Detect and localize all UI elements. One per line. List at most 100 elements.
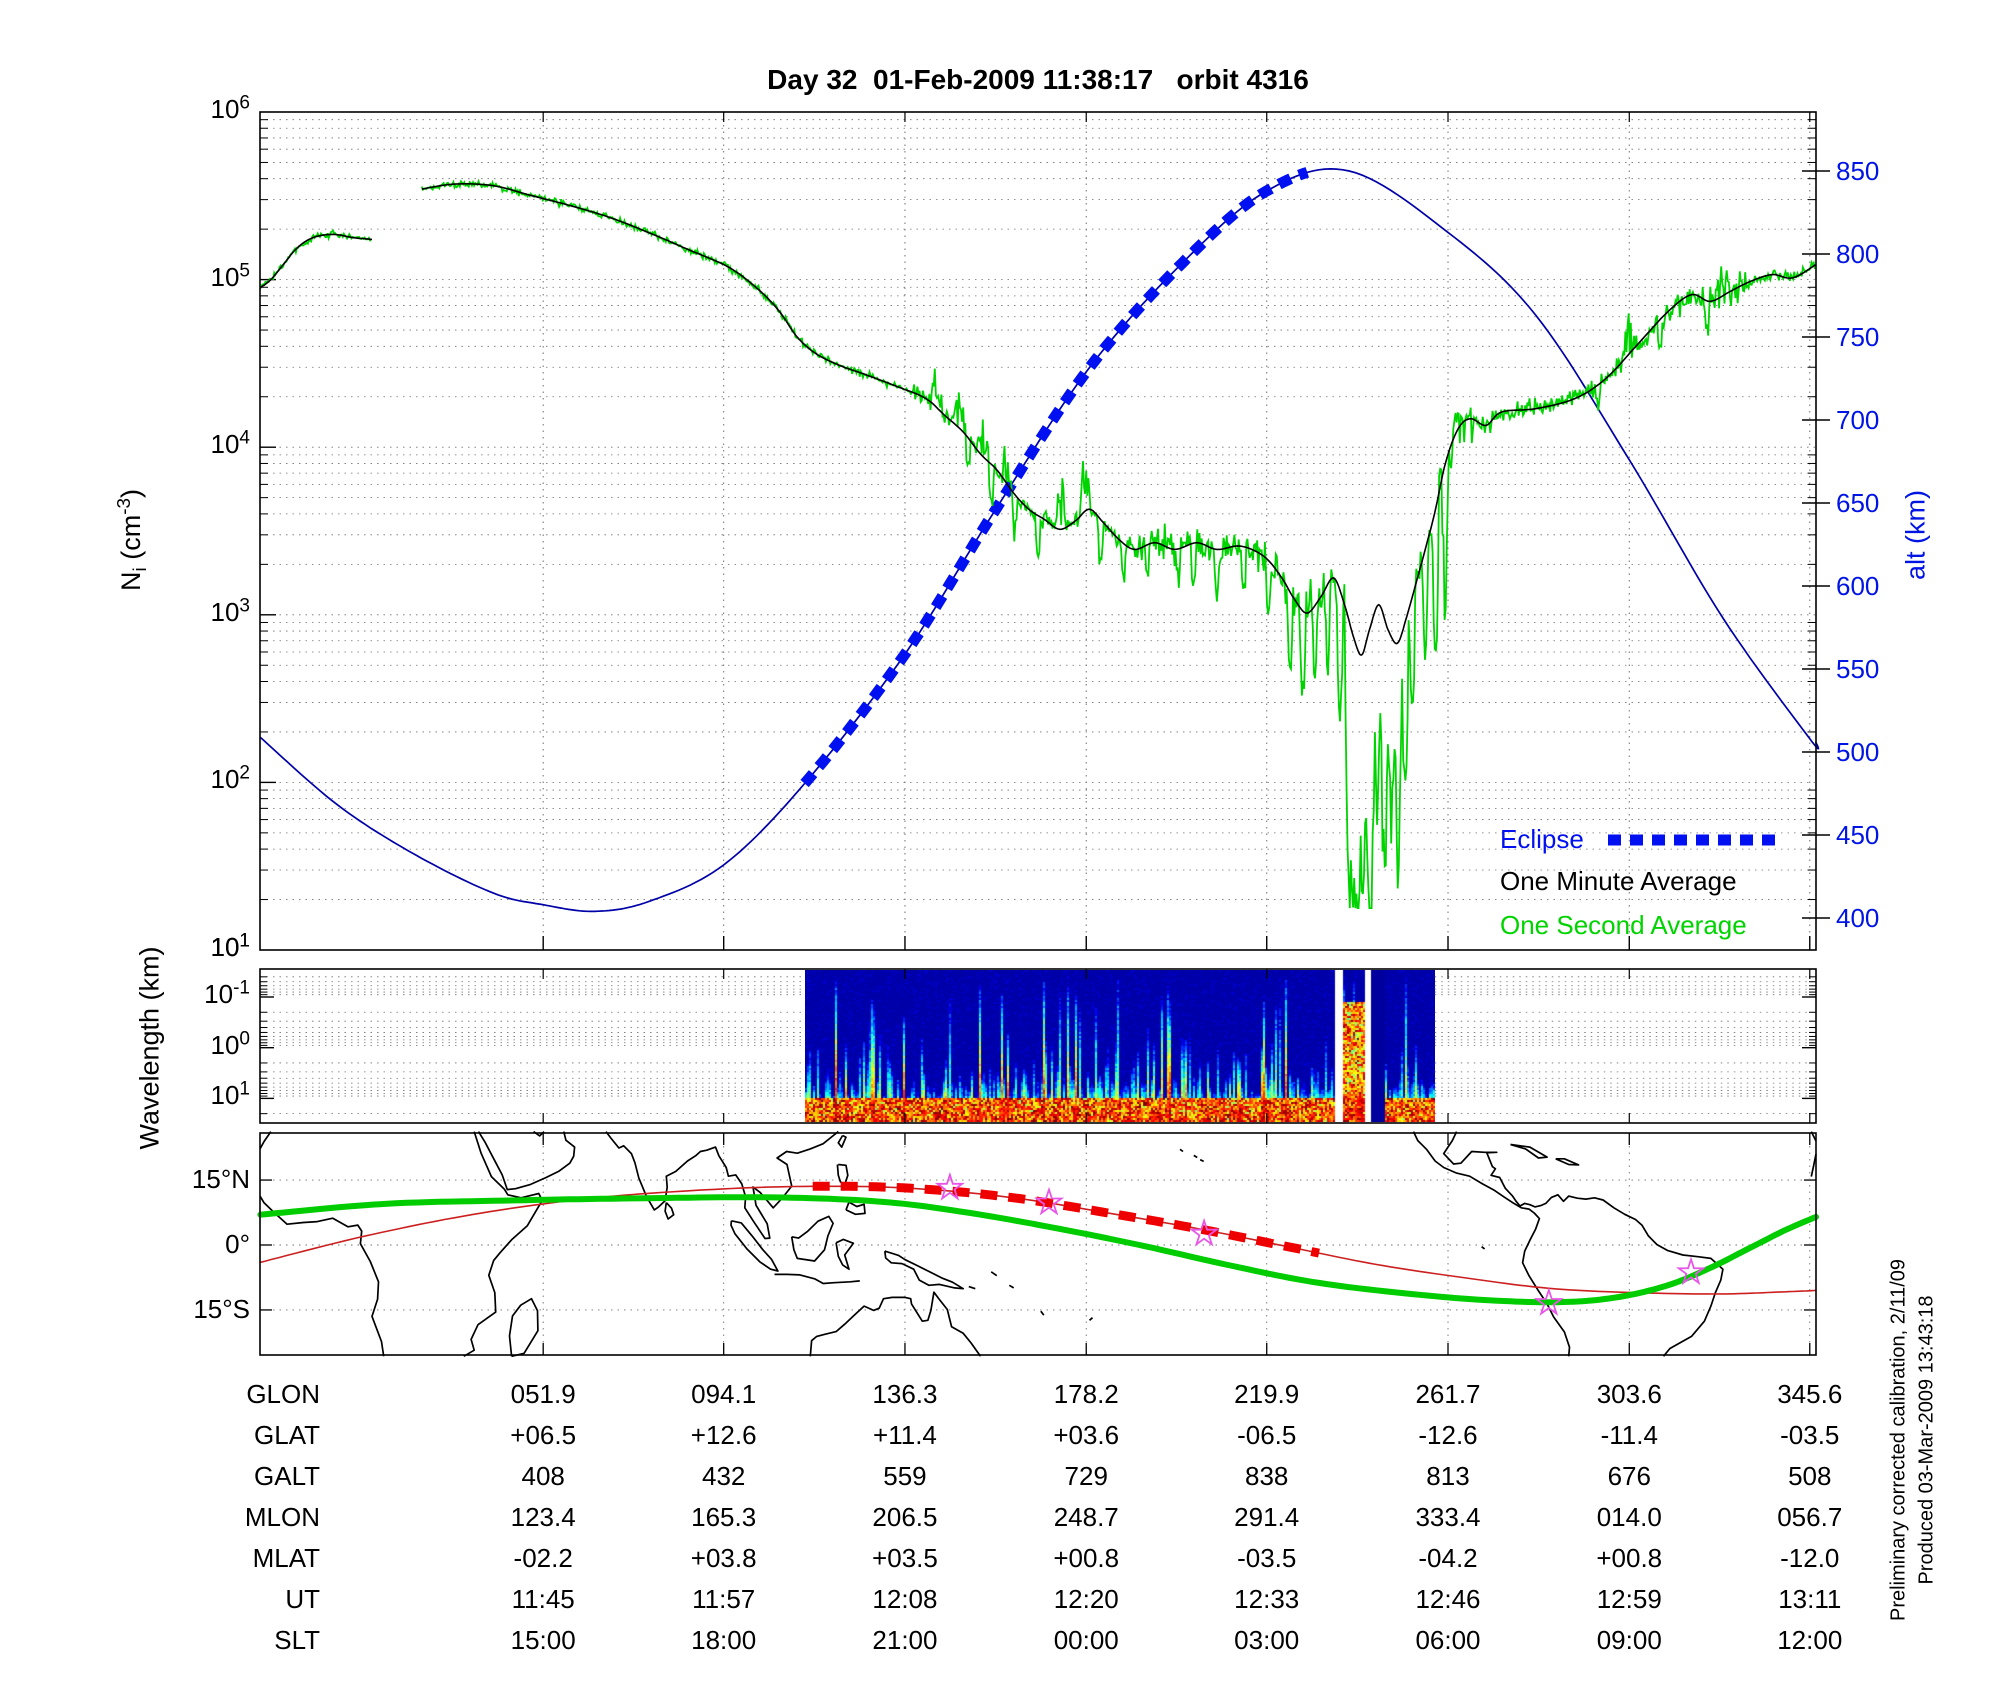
- table-cell: 12:33: [1234, 1584, 1300, 1614]
- coastline: [990, 1271, 998, 1277]
- table-cell: 21:00: [872, 1625, 938, 1655]
- coastline: [1510, 1143, 1548, 1159]
- map-lat-tick: 15°S: [193, 1293, 250, 1324]
- table-cell: +12.6: [690, 1420, 757, 1450]
- coastline: [1040, 1310, 1045, 1316]
- coastline: [664, 1202, 675, 1220]
- table-cell: 056.7: [1777, 1502, 1843, 1532]
- eclipse-dashed-curve: [800, 167, 1310, 788]
- ground-track-line: [257, 1194, 1819, 1306]
- one-second-average-curve: [420, 178, 1816, 909]
- coastline: [835, 1238, 855, 1271]
- wavelength-axis-tick: 10-1: [204, 977, 250, 1009]
- table-cell: 15:00: [510, 1625, 576, 1655]
- plot-title: Day 32 01-Feb-2009 11:38:17 orbit 4316: [767, 64, 1309, 95]
- density-axis-tick: 106: [210, 92, 251, 124]
- table-cell: 11:45: [511, 1584, 575, 1614]
- coastline: [477, 1131, 576, 1191]
- coastline: [809, 1291, 982, 1357]
- coastline: [1088, 1317, 1094, 1321]
- table-cell: +03.8: [690, 1543, 757, 1573]
- star-marker: [1033, 1186, 1065, 1216]
- map-lat-tick: 0°: [225, 1229, 250, 1259]
- density-axis-tick: 101: [210, 930, 251, 962]
- annotation-produced: Produced 03-Mar-2009 13:43:18: [1915, 1295, 1938, 1585]
- table-cell: 838: [1245, 1461, 1289, 1491]
- one-minute-average-curve: [259, 233, 373, 289]
- coastline: [1481, 1246, 1486, 1250]
- density-axis-tick: 105: [210, 259, 251, 292]
- coastline: [259, 1195, 385, 1357]
- table-row-label: GLON: [246, 1379, 320, 1409]
- table-cell: +00.8: [1596, 1543, 1663, 1573]
- map-eclipse-dashed-track: [812, 1181, 1320, 1258]
- table-cell: -03.5: [1780, 1420, 1840, 1450]
- altitude-axis-tick: 650: [1836, 488, 1880, 518]
- table-row-label: SLT: [274, 1625, 320, 1655]
- altitude-axis-tick: 450: [1836, 820, 1880, 850]
- altitude-axis-tick: 750: [1836, 322, 1880, 352]
- table-cell: -03.5: [1237, 1543, 1297, 1573]
- density-axis-tick: 102: [210, 762, 251, 795]
- table-cell: 813: [1426, 1461, 1470, 1491]
- coastline: [259, 1131, 272, 1150]
- star-marker: [1533, 1287, 1564, 1316]
- altitude-axis-tick: 700: [1836, 405, 1880, 435]
- coastline: [1008, 1284, 1015, 1289]
- wavelength-axis-tick: 100: [210, 1028, 251, 1060]
- wavelength-panel-frame: [259, 968, 1817, 1124]
- table-row-label: GLAT: [254, 1420, 320, 1450]
- spectrogram-image: [805, 970, 1435, 1122]
- altitude-axis-tick: 550: [1836, 654, 1880, 684]
- one-second-average-curve: [259, 228, 372, 290]
- star-marker: [1189, 1217, 1220, 1247]
- table-cell: -12.0: [1780, 1543, 1840, 1573]
- table-cell: 12:59: [1596, 1584, 1662, 1614]
- table-cell: 123.4: [510, 1502, 576, 1532]
- annotation-calibration: Preliminary corrected calibration, 2/11/…: [1887, 1258, 1910, 1622]
- table-cell: 06:00: [1415, 1625, 1481, 1655]
- altitude-axis-tick: 500: [1836, 737, 1880, 767]
- coastline: [845, 1201, 866, 1216]
- table-row-label: MLON: [244, 1502, 320, 1532]
- table-cell: -06.5: [1237, 1420, 1297, 1450]
- coastline: [605, 1130, 839, 1240]
- wavelength-axis-tick: 101: [210, 1078, 251, 1111]
- altitude-axis-tick: 850: [1836, 156, 1880, 186]
- table-cell: 178.2: [1053, 1379, 1119, 1409]
- table-cell: 345.6: [1777, 1379, 1843, 1409]
- star-marker: [934, 1171, 965, 1201]
- density-axis-tick: 101: [210, 930, 251, 962]
- table-cell: 13:11: [1778, 1584, 1842, 1614]
- table-cell: 11:57: [692, 1584, 756, 1614]
- density-axis-tick: 104: [210, 427, 251, 460]
- table-cell: -11.4: [1600, 1420, 1658, 1450]
- table-cell: 12:08: [872, 1584, 938, 1614]
- table-cell: 094.1: [691, 1379, 757, 1409]
- table-row-label: MLAT: [252, 1543, 320, 1573]
- coastline: [883, 1250, 965, 1290]
- altitude-axis-tick: 800: [1836, 239, 1880, 269]
- coastline: [790, 1215, 834, 1262]
- table-cell: 508: [1788, 1461, 1832, 1491]
- table-cell: 408: [521, 1461, 565, 1491]
- legend-one-minute-label: One Minute Average: [1500, 866, 1737, 896]
- table-cell: 165.3: [691, 1502, 757, 1532]
- table-cell: 219.9: [1234, 1379, 1300, 1409]
- star-marker: [1675, 1256, 1707, 1286]
- legend-one-second-label: One Second Average: [1500, 910, 1747, 940]
- density-panel-frame: [259, 111, 1817, 951]
- table-cell: +06.5: [510, 1420, 577, 1450]
- table-cell: -04.2: [1418, 1543, 1478, 1573]
- coastline: [1555, 1157, 1580, 1166]
- table-cell: 03:00: [1234, 1625, 1300, 1655]
- table-row-label: UT: [285, 1584, 320, 1614]
- table-cell: 261.7: [1415, 1379, 1481, 1409]
- coastline: [1179, 1148, 1184, 1153]
- table-cell: 291.4: [1234, 1502, 1300, 1532]
- altitude-axis-tick: 600: [1836, 571, 1880, 601]
- coastline: [836, 1163, 849, 1186]
- table-cell: 333.4: [1415, 1502, 1481, 1532]
